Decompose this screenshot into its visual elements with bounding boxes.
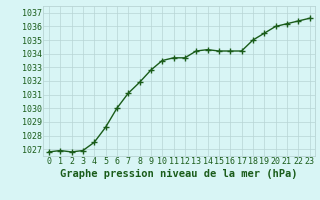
X-axis label: Graphe pression niveau de la mer (hPa): Graphe pression niveau de la mer (hPa) xyxy=(60,169,298,179)
